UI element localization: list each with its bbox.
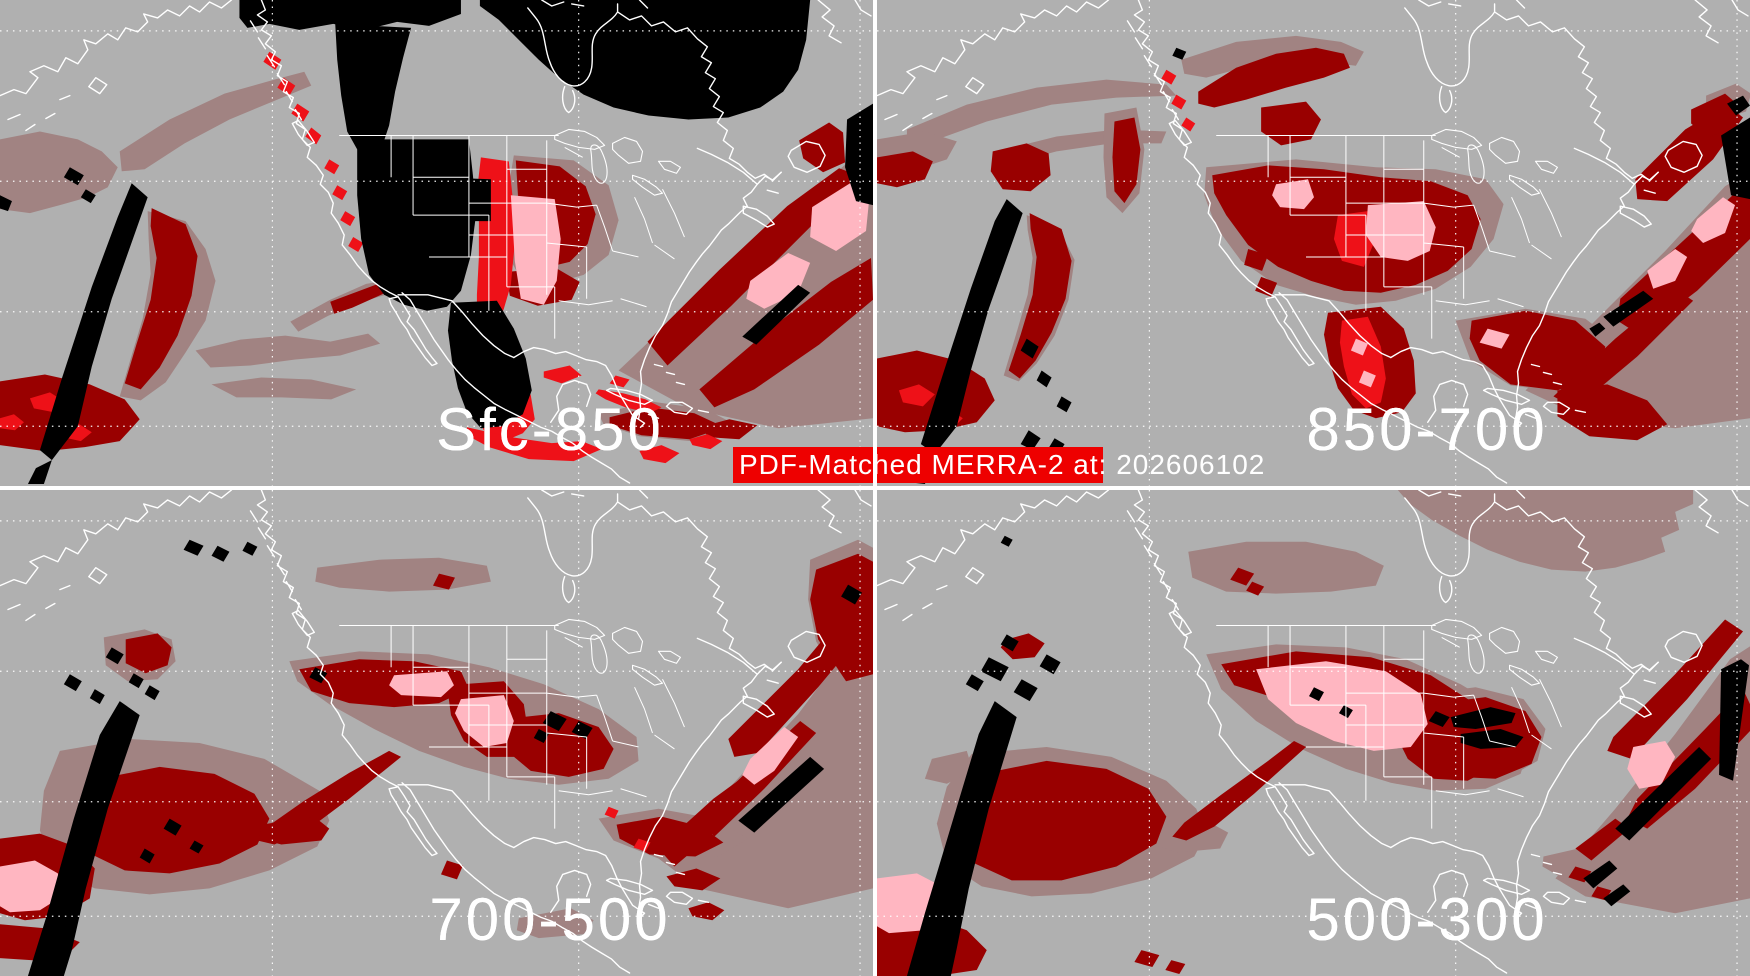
horizontal-panel-divider — [0, 486, 1750, 490]
pink-regions — [0, 671, 799, 913]
layer-label-850-700: 850-700 — [1306, 396, 1548, 463]
timestamp-banner-text: PDF-Matched MERRA-2 at: 202606102 — [739, 449, 1266, 480]
pink-regions — [1272, 179, 1736, 388]
layer-label-700-500: 700-500 — [429, 886, 671, 953]
black-regions — [906, 535, 1750, 976]
pink-regions — [475, 183, 871, 409]
timestamp-banner: PDF-Matched MERRA-2 at: 202606102 — [733, 447, 1264, 483]
panel-850-700: 850-700 — [877, 0, 1750, 486]
layer-label-sfc-850: Sfc-850 — [436, 396, 664, 463]
panel-700-500: 700-500 — [0, 490, 873, 976]
black-regions — [27, 539, 863, 976]
layer-label-500-300: 500-300 — [1306, 886, 1548, 953]
bright-red-regions — [604, 806, 651, 852]
panel-sfc-850: Sfc-850 — [0, 0, 873, 486]
pink-regions — [877, 661, 1676, 934]
panel-500-300: 500-300 — [877, 490, 1750, 976]
black-regions — [0, 0, 873, 485]
